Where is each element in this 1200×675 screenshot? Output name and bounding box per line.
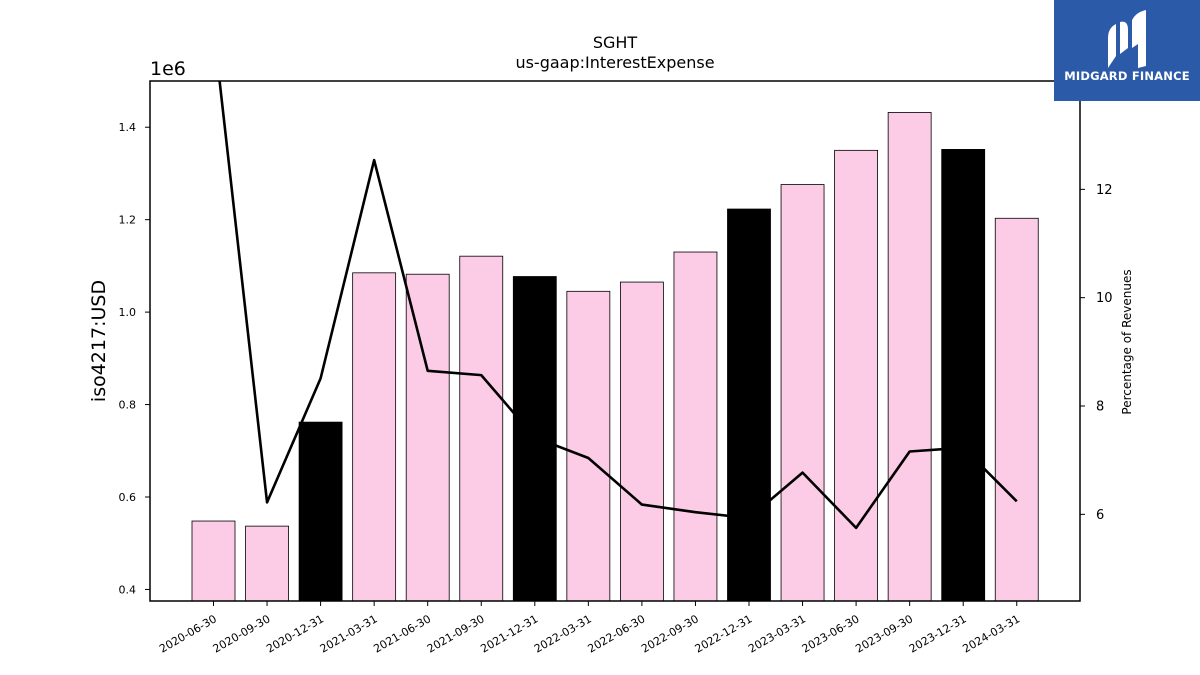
y-offset-label: 1e6 bbox=[150, 58, 186, 80]
y-tick-label: 1.0 bbox=[119, 306, 137, 319]
y-tick-label: 0.4 bbox=[119, 583, 137, 596]
plot-frame bbox=[149, 80, 1081, 602]
x-tick-label: 2022-06-30 bbox=[586, 612, 648, 655]
y2-tick-label: 6 bbox=[1096, 508, 1104, 523]
bar-2022-12-31 bbox=[727, 208, 771, 602]
y-tick-label: 1.4 bbox=[119, 121, 137, 134]
bar-2023-03-31 bbox=[780, 184, 825, 602]
y2-tick-label: 8 bbox=[1096, 400, 1104, 415]
x-tick-label: 2023-09-30 bbox=[853, 612, 915, 655]
x-tick-label: 2023-06-30 bbox=[800, 612, 862, 655]
bar-2020-09-30 bbox=[245, 525, 289, 602]
bar-2020-06-30 bbox=[191, 520, 236, 602]
chart-title: SGHT bbox=[593, 33, 638, 52]
midgard-finance-logo: MIDGARD FINANCE bbox=[1054, 0, 1200, 101]
line-percentage-of-revenues bbox=[218, 81, 1018, 530]
chart-subtitle: us-gaap:InterestExpense bbox=[515, 53, 714, 72]
bar-2024-03-31 bbox=[994, 217, 1039, 602]
y-axis-label: iso4217:USD bbox=[88, 280, 110, 402]
y-tick-label: 1.2 bbox=[119, 214, 137, 227]
bar-2023-09-30 bbox=[887, 112, 932, 602]
x-tick-label: 2022-03-31 bbox=[532, 612, 594, 655]
bar-2021-06-30 bbox=[405, 273, 450, 602]
x-tick-label: 2020-09-30 bbox=[211, 612, 273, 655]
x-tick-label: 2021-12-31 bbox=[478, 612, 540, 655]
bar-2022-09-30 bbox=[673, 251, 718, 602]
bar-2021-09-30 bbox=[459, 255, 504, 602]
y2-tick-label: 12 bbox=[1096, 183, 1113, 198]
x-tick-label: 2021-09-30 bbox=[425, 612, 487, 655]
x-tick-label: 2021-03-31 bbox=[318, 612, 380, 655]
x-tick-label: 2023-03-31 bbox=[746, 612, 808, 655]
bar-2022-03-31 bbox=[566, 290, 611, 602]
x-tick-label: 2024-03-31 bbox=[960, 612, 1022, 655]
bar-2021-03-31 bbox=[352, 272, 397, 602]
bar-2023-12-31 bbox=[941, 149, 986, 602]
bar-2023-06-30 bbox=[834, 149, 878, 602]
x-tick-label: 2022-09-30 bbox=[639, 612, 701, 655]
bar-2022-06-30 bbox=[620, 281, 664, 602]
y-tick-label: 0.8 bbox=[119, 399, 137, 412]
x-tick-label: 2020-06-30 bbox=[157, 612, 219, 655]
bar-2020-12-31 bbox=[298, 421, 343, 602]
y2-tick-label: 10 bbox=[1096, 291, 1113, 306]
x-tick-label: 2022-12-31 bbox=[693, 612, 755, 655]
logo-text: MIDGARD FINANCE bbox=[1064, 69, 1190, 83]
x-tick-label: 2020-12-31 bbox=[264, 612, 326, 655]
y2-axis-label: Percentage of Revenues bbox=[1120, 269, 1134, 414]
x-tick-label: 2023-12-31 bbox=[907, 612, 969, 655]
y-tick-label: 0.6 bbox=[119, 491, 137, 504]
midgard-logo-icon bbox=[1108, 10, 1146, 68]
x-tick-label: 2021-06-30 bbox=[371, 612, 433, 655]
